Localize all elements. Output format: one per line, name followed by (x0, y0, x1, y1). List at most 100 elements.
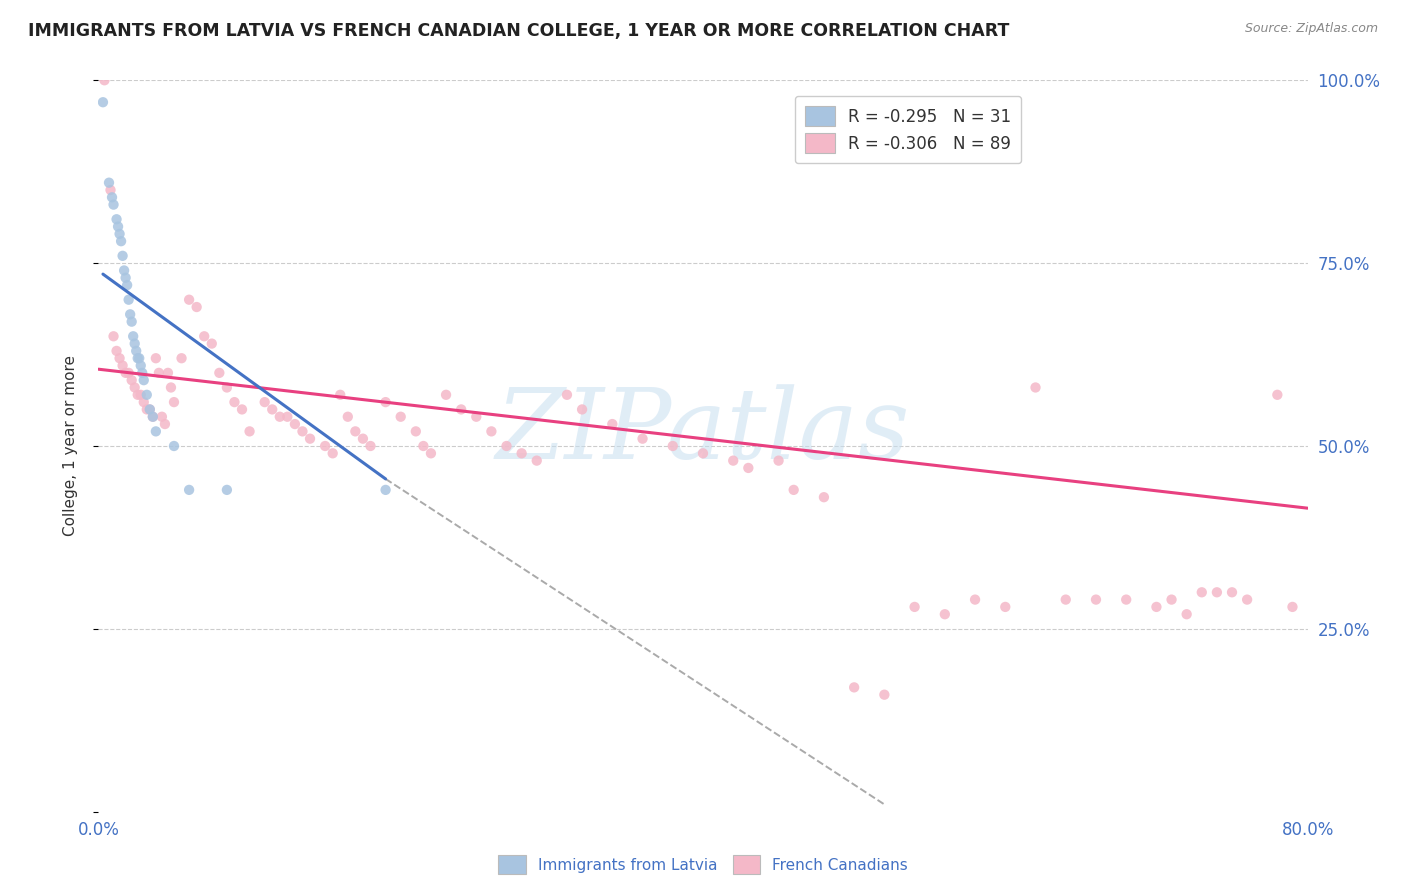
Point (360, 439, 382, 453)
Point (239, 425, 262, 439)
Point (322, 446, 344, 460)
Point (125, 343, 148, 358)
Point (139, 402, 162, 417)
Point (526, 453, 548, 467)
Point (111, 359, 134, 373)
Point (434, 388, 457, 402)
Point (253, 395, 276, 409)
Point (111, 249, 134, 263)
Point (1267, 388, 1289, 402)
Point (131, 366, 153, 380)
Point (156, 366, 179, 380)
Point (631, 432, 654, 446)
Point (965, 592, 987, 607)
Point (148, 366, 170, 380)
Point (114, 270, 136, 285)
Point (170, 351, 193, 366)
Point (215, 380, 238, 394)
Point (994, 599, 1017, 614)
Point (163, 395, 186, 409)
Point (105, 212, 128, 227)
Point (352, 432, 374, 446)
Point (813, 490, 835, 504)
Point (127, 388, 149, 402)
Point (269, 409, 291, 424)
Point (108, 227, 131, 241)
Point (127, 351, 149, 366)
Point (450, 402, 472, 417)
Point (692, 446, 714, 460)
Point (124, 336, 146, 351)
Point (1054, 592, 1077, 607)
Point (768, 453, 790, 467)
Point (412, 439, 434, 453)
Point (110, 234, 132, 248)
Point (284, 417, 307, 431)
Point (602, 417, 624, 431)
Point (1085, 592, 1108, 607)
Text: Source: ZipAtlas.com: Source: ZipAtlas.com (1244, 22, 1378, 36)
Point (105, 343, 128, 358)
Point (1175, 607, 1198, 622)
Point (121, 373, 143, 387)
Point (129, 388, 152, 402)
Point (163, 439, 186, 453)
Point (135, 388, 157, 402)
Point (129, 359, 152, 373)
Point (121, 315, 143, 329)
Point (571, 402, 593, 417)
Point (344, 425, 367, 439)
Point (150, 409, 173, 424)
Point (91, 95, 114, 110)
Point (329, 388, 352, 402)
Point (405, 425, 427, 439)
Point (555, 388, 578, 402)
Point (122, 329, 145, 343)
Point (179, 293, 201, 307)
Point (291, 425, 314, 439)
Point (465, 409, 488, 424)
Point (215, 483, 238, 497)
Point (723, 453, 745, 467)
Y-axis label: College, 1 year or more: College, 1 year or more (63, 356, 77, 536)
Point (783, 483, 806, 497)
Point (495, 439, 517, 453)
Point (1160, 592, 1182, 607)
Point (153, 417, 176, 431)
Point (145, 351, 167, 366)
Point (510, 446, 533, 460)
Point (145, 425, 167, 439)
Point (1220, 585, 1243, 599)
Point (179, 483, 201, 497)
Point (661, 439, 683, 453)
Point (1236, 592, 1258, 607)
Point (108, 351, 131, 366)
Point (374, 395, 396, 409)
Point (114, 366, 136, 380)
Point (112, 263, 135, 277)
Point (124, 380, 146, 394)
Point (1206, 585, 1229, 599)
Point (142, 409, 165, 424)
Point (201, 336, 224, 351)
Legend: Immigrants from Latvia, French Canadians: Immigrants from Latvia, French Canadians (492, 849, 914, 880)
Point (389, 409, 412, 424)
Point (193, 329, 215, 343)
Point (128, 351, 150, 366)
Point (1024, 380, 1046, 394)
Point (873, 688, 896, 702)
Point (374, 483, 396, 497)
Point (101, 190, 124, 204)
Point (231, 402, 253, 417)
Point (208, 366, 231, 380)
Point (103, 197, 125, 211)
Point (103, 329, 125, 343)
Point (100, 183, 122, 197)
Point (844, 681, 866, 695)
Point (904, 599, 927, 614)
Point (98, 176, 121, 190)
Point (1144, 599, 1167, 614)
Point (934, 607, 956, 622)
Text: ZIPatlas: ZIPatlas (496, 384, 910, 479)
Point (142, 409, 165, 424)
